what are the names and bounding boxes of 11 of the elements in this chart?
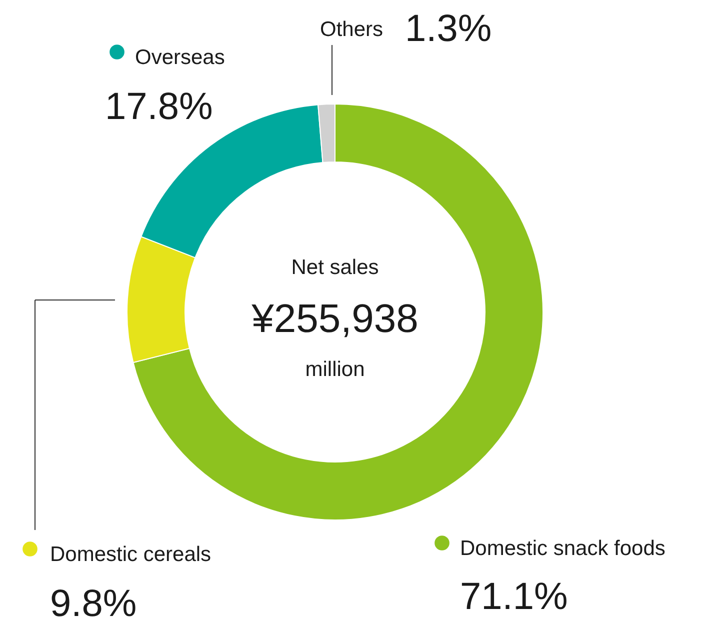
legend-label: Domestic cereals xyxy=(50,543,212,566)
data-label: 71.1% xyxy=(460,576,568,618)
data-label: 1.3% xyxy=(405,8,492,50)
text: million xyxy=(305,358,365,381)
legend-label: Overseas xyxy=(135,46,225,69)
legend-label: Domestic snack foods xyxy=(460,537,666,560)
text: Net sales xyxy=(291,256,379,279)
slice-label: Others xyxy=(320,18,384,41)
data-label: 17.8% xyxy=(105,86,213,128)
text: ¥255,938 xyxy=(250,297,418,341)
data-label: 9.8% xyxy=(50,583,137,621)
